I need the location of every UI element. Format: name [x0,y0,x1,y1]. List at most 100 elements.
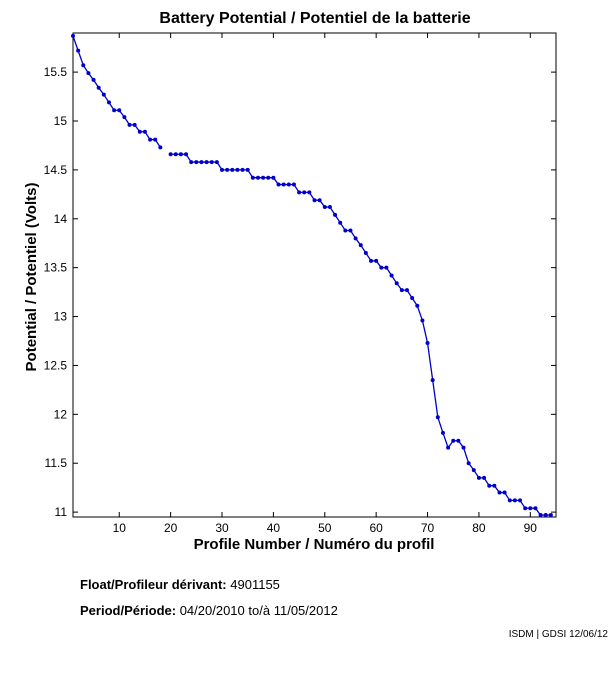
data-point [245,167,250,172]
x-tick-label-8: 90 [524,521,538,535]
data-point [420,318,425,323]
data-point [317,198,322,203]
data-point [461,445,466,450]
period-start: 04/20/2010 [179,603,245,618]
data-point [117,108,122,113]
float-id: 4901155 [230,577,280,592]
data-point [487,483,492,488]
data-point [399,288,404,293]
data-point [255,175,260,180]
data-point [240,167,245,172]
data-point [106,100,111,105]
data-point [101,92,106,97]
data-point [225,167,230,172]
data-point [148,137,153,142]
x-axis-label: Profile Number / Numéro du profil [194,536,435,553]
data-point [297,190,302,195]
data-point [348,228,353,233]
x-tick-label-4: 50 [318,521,332,535]
x-tick-label-0: 10 [113,521,127,535]
y-axis-label: Potential / Potentiel (Volts) [23,183,40,372]
x-tick-label-3: 40 [267,521,281,535]
data-point [497,490,502,495]
float-label: Float/Profileur dérivant: [80,577,227,592]
data-point [374,258,379,263]
data-point [333,212,338,217]
data-point [471,468,476,473]
data-point [214,160,219,165]
data-point [266,175,271,180]
footer-credit: ISDM | GDSI 12/06/12 [508,629,608,640]
period-info: Period/Période: 04/20/2010 to/à 11/05/20… [80,603,338,618]
data-point [127,122,132,127]
data-point [415,303,420,308]
data-point [446,445,451,450]
period-end: 11/05/2012 [273,603,338,618]
data-point [235,167,240,172]
data-point [189,160,194,165]
data-point [220,167,225,172]
data-point [322,205,327,210]
axes-frame [72,32,557,518]
data-point [533,506,538,511]
data-point [153,137,158,142]
y-tick-label-3: 12.5 [44,358,68,372]
data-point [230,167,235,172]
data-point [168,152,173,157]
data-point [451,438,456,443]
data-point [476,475,481,480]
y-tick-label-5: 13.5 [44,261,68,275]
data-point [261,175,266,180]
data-point [96,85,101,90]
y-tick-label-6: 14 [54,212,68,226]
y-tick-label-7: 14.5 [44,163,68,177]
data-point [307,190,312,195]
data-point [250,175,255,180]
data-point [81,63,86,68]
data-point [184,152,189,157]
data-point [512,498,517,503]
series-line-0-1 [170,153,551,516]
chart-title: Battery Potential / Potentiel de la batt… [159,10,470,27]
data-point [204,160,209,165]
data-point [199,160,204,165]
data-point [343,228,348,233]
plot-area: 10 20 30 40 50 60 70 80 90 11 11.5 12 12.5 13 13.5 14 14… [44,32,557,535]
data-point [173,152,178,157]
y-tick-label-4: 13 [54,310,68,324]
data-point [338,220,343,225]
data-point [178,152,183,157]
data-point [158,145,163,150]
data-point [194,160,199,165]
data-point [291,182,296,187]
period-separator: to/à [248,603,271,618]
period-label: Period/Période: [80,603,177,618]
data-point [286,182,291,187]
data-point [281,182,286,187]
x-tick-label-5: 60 [369,521,383,535]
data-point [389,273,394,278]
x-tick-label-1: 20 [164,521,178,535]
data-point [482,475,487,480]
data-point [302,190,307,195]
data-point [327,205,332,210]
data-point [425,340,430,345]
data-point [86,71,91,76]
x-tick-label-2: 30 [215,521,229,535]
data-point [112,108,117,113]
data-point [384,265,389,270]
data-point [435,415,440,420]
data-point [209,160,214,165]
y-tick-label-8: 15 [54,114,68,128]
data-point [122,115,127,120]
data-point [456,438,461,443]
data-point [379,265,384,270]
data-point [523,506,528,511]
data-point [91,77,96,82]
data-point [404,288,409,293]
data-point [528,506,533,511]
y-tick-label-0: 11 [55,505,68,519]
data-point [543,513,548,518]
data-point [410,295,415,300]
data-point [312,198,317,203]
